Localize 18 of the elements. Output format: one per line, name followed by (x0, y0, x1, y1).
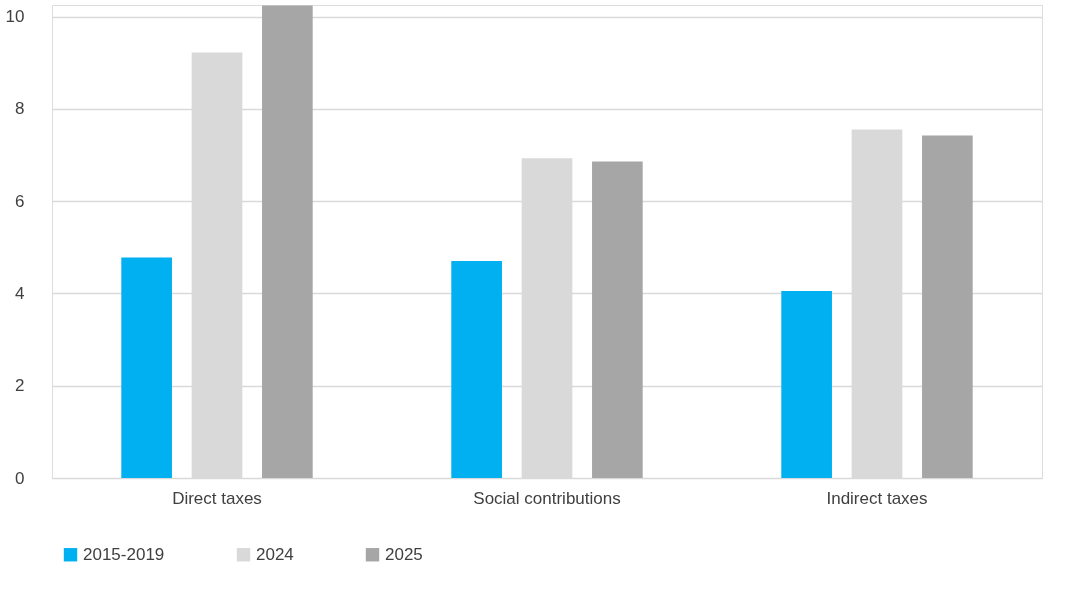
y-tick-label: 8 (15, 99, 25, 119)
x-tick-label: Indirect taxes (826, 488, 928, 508)
y-tick-label: 10 (5, 7, 25, 27)
y-tick-label: 4 (15, 283, 25, 303)
bar (262, 5, 313, 478)
y-tick-label: 0 (15, 468, 25, 488)
legend-label: 2025 (385, 544, 423, 564)
x-tick-label: Social contributions (473, 488, 621, 508)
legend-label: 2015-2019 (83, 544, 165, 564)
x-tick-label: Direct taxes (172, 488, 262, 508)
y-tick-label: 6 (15, 191, 25, 211)
y-tick-label: 2 (15, 376, 25, 396)
legend-label: 2024 (256, 544, 294, 564)
bar (451, 261, 502, 478)
bar (922, 135, 973, 478)
bar (592, 161, 643, 478)
bar (781, 291, 832, 478)
bar (121, 257, 172, 478)
